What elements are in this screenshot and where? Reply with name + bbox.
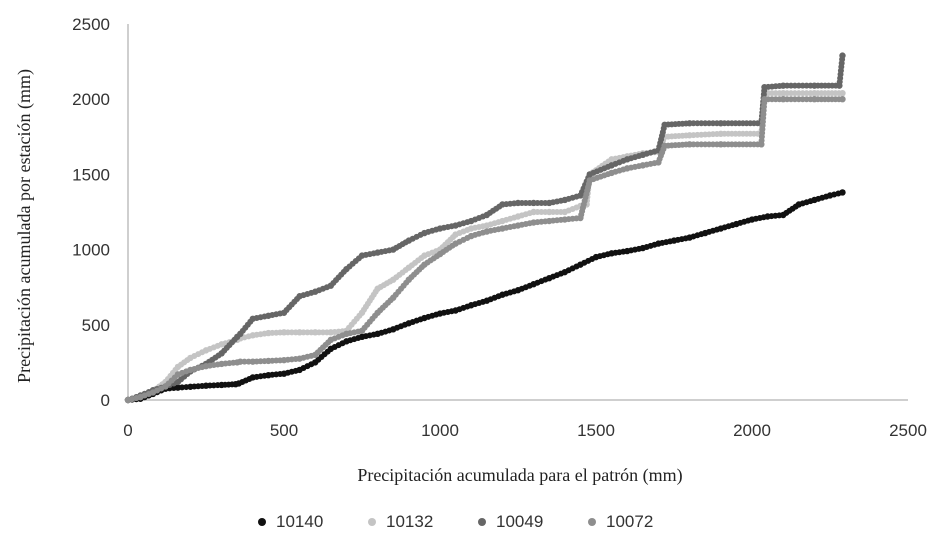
legend-marker: [258, 518, 266, 526]
plot-area: [124, 24, 908, 404]
x-tick-label: 2000: [733, 421, 771, 440]
y-tick-label: 500: [82, 316, 110, 335]
x-tick-label: 0: [123, 421, 132, 440]
y-axis-ticks: 0 500 1000 1500 2000 2500: [72, 15, 110, 410]
y-axis-title: Precipitación acumulada por estación (mm…: [14, 69, 35, 383]
legend-label: 10072: [606, 512, 653, 531]
legend-marker: [478, 518, 486, 526]
legend: 10140 10132 10049 10072: [258, 512, 653, 531]
series-10072: [124, 96, 846, 404]
legend-label: 10132: [386, 512, 433, 531]
legend-label: 10049: [496, 512, 543, 531]
legend-label: 10140: [276, 512, 323, 531]
data-point: [839, 89, 846, 97]
x-axis-title: Precipitación acumulada para el patrón (…: [357, 465, 682, 486]
series-marker: [241, 358, 248, 365]
y-tick-label: 2000: [72, 90, 110, 109]
data-point: [237, 358, 244, 365]
series-10140: [124, 189, 846, 404]
data-point: [839, 96, 846, 103]
legend-marker: [368, 518, 376, 526]
y-tick-label: 0: [101, 391, 110, 410]
series-10049: [124, 52, 846, 404]
y-tick-label: 1000: [72, 241, 110, 260]
x-tick-label: 2500: [889, 421, 927, 440]
data-point: [839, 52, 846, 59]
series-10132: [124, 89, 846, 404]
y-tick-label: 1500: [72, 165, 110, 184]
x-tick-label: 1000: [421, 421, 459, 440]
x-tick-label: 1500: [577, 421, 615, 440]
x-tick-label: 500: [270, 421, 298, 440]
y-tick-label: 2500: [72, 15, 110, 34]
legend-marker: [588, 518, 596, 526]
x-axis-ticks: 0 500 1000 1500 2000 2500: [123, 421, 927, 440]
data-point: [839, 189, 846, 196]
